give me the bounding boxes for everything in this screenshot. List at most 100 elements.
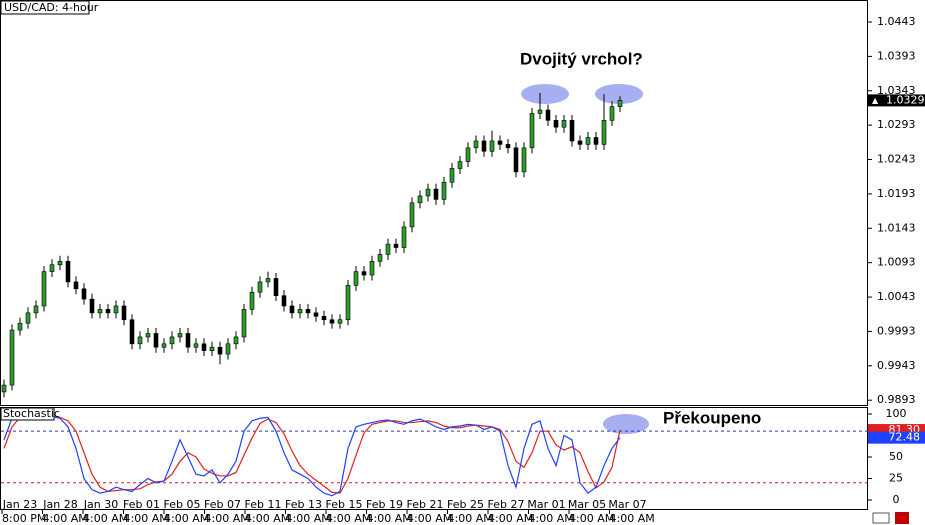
y-tick-label: 1.0243: [877, 153, 916, 166]
x-tick-label: Mar 05: [568, 498, 606, 511]
candle-body: [193, 343, 199, 348]
x-tick-label: Feb 13: [285, 498, 322, 511]
scroll-button[interactable]: [872, 512, 890, 524]
candle-body: [121, 305, 127, 321]
candle-body: [201, 343, 207, 351]
candle-body: [41, 271, 47, 307]
candle-body: [329, 319, 335, 324]
candle-body: [377, 254, 383, 262]
candle-body: [305, 309, 311, 314]
x-tick-label: Feb 01: [123, 498, 160, 511]
candle-body: [593, 137, 599, 145]
candle-body: [529, 113, 535, 149]
x-tick-time: 4:00 AM: [488, 512, 533, 525]
candle-body: [561, 120, 567, 128]
candle-body: [273, 278, 279, 296]
candle-body: [609, 106, 615, 121]
candle-body: [497, 140, 503, 145]
candle-body: [361, 271, 367, 276]
stochastic-line: [3, 415, 621, 497]
y-tick-label: 1.0093: [877, 256, 916, 269]
price-arrow: ▲: [872, 96, 879, 105]
candle-body: [425, 188, 431, 197]
candle-body: [1, 384, 7, 393]
candle-body: [393, 243, 399, 248]
x-tick-time: 4:00 AM: [164, 512, 209, 525]
candle-body: [601, 120, 607, 145]
candle-body: [257, 281, 263, 293]
stochastic-pane: [0, 407, 868, 510]
x-tick-time: 4:00 AM: [569, 512, 614, 525]
candle-body: [73, 281, 79, 290]
highlight: [595, 84, 643, 104]
panel-title: Stochastic: [3, 407, 60, 420]
candle-body: [9, 329, 15, 386]
x-tick-label: Feb 21: [407, 498, 444, 511]
candle-body: [369, 260, 375, 276]
candle-body: [65, 260, 71, 283]
y-tick-label: 50: [889, 450, 903, 463]
y-tick-label: 1.0393: [877, 49, 916, 62]
candle-body: [89, 298, 95, 314]
candle-body: [505, 144, 511, 149]
candle-body: [289, 305, 295, 314]
candle-body: [481, 140, 487, 152]
x-tick-time: 4:00 AM: [124, 512, 169, 525]
x-tick-label: Feb 19: [366, 498, 403, 511]
candle-body: [217, 346, 223, 355]
y-tick-label: 25: [889, 472, 903, 485]
candle-body: [473, 140, 479, 149]
x-tick-time: 4:00 AM: [205, 512, 250, 525]
candle-body: [265, 278, 271, 283]
candle-body: [25, 312, 31, 324]
x-tick-time: 4:00 AM: [43, 512, 88, 525]
candle-body: [313, 312, 319, 317]
candle-body: [537, 109, 543, 114]
y-tick-label: 0.9943: [877, 359, 916, 372]
y-tick-label: 1.0293: [877, 118, 916, 131]
candle-body: [545, 109, 551, 121]
candle-body: [185, 333, 191, 348]
x-tick-time: 4:00 AM: [448, 512, 493, 525]
y-tick-label: 0.9893: [877, 393, 916, 406]
candle-body: [569, 120, 575, 142]
candle-body: [137, 336, 143, 345]
x-tick-label: Jan 30: [83, 498, 118, 511]
candle-body: [281, 295, 287, 307]
candle-body: [97, 309, 103, 314]
candle-body: [169, 336, 175, 345]
candle-body: [321, 315, 327, 321]
stochastic-line: [3, 415, 621, 494]
x-tick-time: 4:00 AM: [367, 512, 412, 525]
x-tick-label: Mar 01: [527, 498, 565, 511]
x-tick-time: 4:00 AM: [83, 512, 128, 525]
candle-body: [513, 147, 519, 173]
candle-body: [401, 226, 407, 248]
x-tick-time: 8:00 PM: [2, 512, 46, 525]
candle-body: [209, 346, 215, 351]
chart-title: USD/CAD: 4-hour: [4, 1, 99, 14]
y-tick-label: 1.0193: [877, 187, 916, 200]
candle-body: [409, 202, 415, 228]
candle-body: [353, 271, 359, 286]
x-tick-label: Feb 05: [164, 498, 201, 511]
scroll-end-button[interactable]: [895, 512, 909, 524]
y-tick-label: 1.0443: [877, 15, 916, 28]
x-tick-time: 4:00 AM: [610, 512, 655, 525]
candle-body: [465, 147, 471, 162]
current-price: 1.0329: [886, 93, 925, 106]
y-tick-label: 0: [893, 493, 900, 506]
candle-body: [129, 319, 135, 345]
y-tick-label: 0.9993: [877, 324, 916, 337]
y-tick-label: 1.0143: [877, 221, 916, 234]
title-box: [0, 407, 55, 421]
price-marker: [868, 94, 925, 107]
candle-body: [153, 333, 159, 348]
x-tick-time: 4:00 AM: [529, 512, 574, 525]
candle-body: [553, 120, 559, 128]
candle-body: [385, 243, 391, 255]
x-tick-label: Feb 27: [488, 498, 525, 511]
candle-body: [449, 168, 455, 183]
